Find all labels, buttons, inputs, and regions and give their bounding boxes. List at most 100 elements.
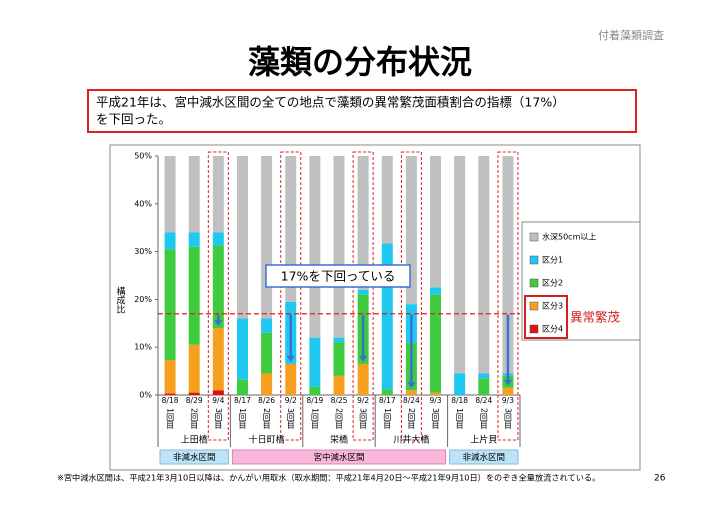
x-tick-label: 8/24 (403, 396, 420, 405)
bar-segment (430, 156, 442, 288)
x-tick-round: 1回目 (310, 408, 319, 430)
bar-segment (261, 332, 273, 374)
bar-segment (454, 156, 466, 374)
bar-segment (164, 249, 176, 361)
bar-segment (333, 342, 345, 376)
annotation-box (265, 264, 411, 288)
bar-segment (261, 156, 273, 319)
legend-label: 区分3 (542, 302, 563, 311)
summary-line: 平成21年は、宮中減水区間の全ての地点で藻類の異常繁茂面積割合の指標（17%） (96, 95, 565, 110)
legend-swatch (529, 301, 539, 311)
x-tick-label: 8/18 (162, 396, 179, 405)
bar-segment (430, 392, 442, 395)
arrow-head (407, 382, 416, 389)
arrow-head (214, 320, 223, 327)
x-tick-label: 8/18 (451, 396, 468, 405)
y-tick-label: 30% (134, 247, 152, 256)
bar-segment (309, 386, 321, 395)
legend-label: 区分4 (542, 325, 563, 334)
x-tick-round: 2回目 (335, 408, 344, 430)
bar-segment (212, 328, 224, 391)
highlight-box (207, 151, 229, 441)
page-number: 26 (654, 474, 666, 484)
x-tick-round: 2回目 (407, 408, 416, 430)
y-tick-label: 20% (134, 295, 152, 304)
bar-segment (381, 389, 393, 395)
summary-line: を下回った。 (96, 112, 171, 127)
bar-segment (381, 156, 393, 244)
legend-swatch (529, 324, 539, 334)
bar-segment (164, 360, 176, 394)
x-tick-round: 3回目 (431, 408, 440, 430)
bar-segment (381, 243, 393, 390)
annotation: 17%を下回っている (281, 269, 396, 284)
bar-segment (357, 289, 369, 295)
section-label: 宮中減水区間 (313, 452, 364, 463)
bar-segment (333, 337, 345, 343)
bar-segment (188, 344, 200, 393)
bar-segment (430, 287, 442, 295)
x-tick-label: 8/29 (186, 396, 203, 405)
bar-segment (188, 232, 200, 247)
x-tick-label: 8/24 (475, 396, 492, 405)
x-tick-round: 2回目 (190, 408, 199, 430)
bar-segment (430, 294, 442, 393)
summary-box (87, 89, 637, 133)
bar-segment (285, 363, 297, 395)
highlight-box (497, 151, 519, 441)
x-tick-label: 9/4 (212, 396, 224, 405)
bar-segment (261, 318, 273, 333)
slide-title: 藻類の分布状況 (248, 43, 472, 81)
group-label: 上田橋 (181, 434, 208, 446)
bar-segment (333, 375, 345, 395)
y-tick-label: 0% (139, 391, 152, 400)
x-tick-round: 1回目 (166, 408, 175, 430)
x-tick-label: 9/3 (429, 396, 441, 405)
x-tick-round: 2回目 (262, 408, 271, 430)
legend-swatch (529, 232, 539, 242)
bar-segment (285, 156, 297, 302)
bar-segment (357, 156, 369, 290)
arrow-head (359, 355, 368, 362)
bar-segment (164, 156, 176, 233)
x-tick-round: 1回目 (383, 408, 392, 430)
group-label: 栄橋 (330, 434, 348, 446)
y-axis-label: 構成比 (115, 285, 126, 313)
group-label: 十日町橋 (249, 434, 285, 446)
highlight-box (352, 151, 374, 441)
x-tick-label: 8/26 (258, 396, 275, 405)
bar-segment (405, 156, 417, 305)
y-tick-label: 50% (134, 152, 152, 161)
legend-swatch (529, 255, 539, 265)
bar-segment (478, 378, 490, 395)
bar-segment (212, 390, 224, 395)
bar-segment (212, 245, 224, 329)
legend-note: 異常繁茂 (570, 310, 621, 325)
group-label: 川井大橋 (393, 434, 429, 446)
x-tick-round: 3回目 (503, 408, 512, 430)
x-tick-label: 8/19 (306, 396, 323, 405)
x-tick-label: 8/17 (234, 396, 251, 405)
bar-segment (478, 373, 490, 379)
bar-segment (333, 156, 345, 338)
arrow-head (503, 379, 512, 386)
x-tick-label: 9/2 (357, 396, 369, 405)
footnote: ※宮中減水区間は、平成21年3月10日以降は、かんがい用取水（取水期間：平成21… (57, 473, 600, 483)
bar-segment (236, 318, 248, 380)
x-tick-label: 8/25 (331, 396, 348, 405)
bar-segment (405, 390, 417, 395)
bar-segment (236, 156, 248, 319)
slide-tag: 付着藻類調査 (598, 28, 664, 42)
bar-segment (309, 156, 321, 338)
x-tick-round: 3回目 (214, 408, 223, 430)
x-tick-round: 1回目 (238, 408, 247, 430)
arrow-head (286, 355, 295, 362)
bar-segment (164, 393, 176, 395)
bar-segment (502, 387, 514, 395)
bar-segment (212, 232, 224, 246)
x-tick-round: 3回目 (359, 408, 368, 430)
section-band (449, 449, 519, 465)
legend-label: 水深50cm以上 (542, 232, 596, 242)
